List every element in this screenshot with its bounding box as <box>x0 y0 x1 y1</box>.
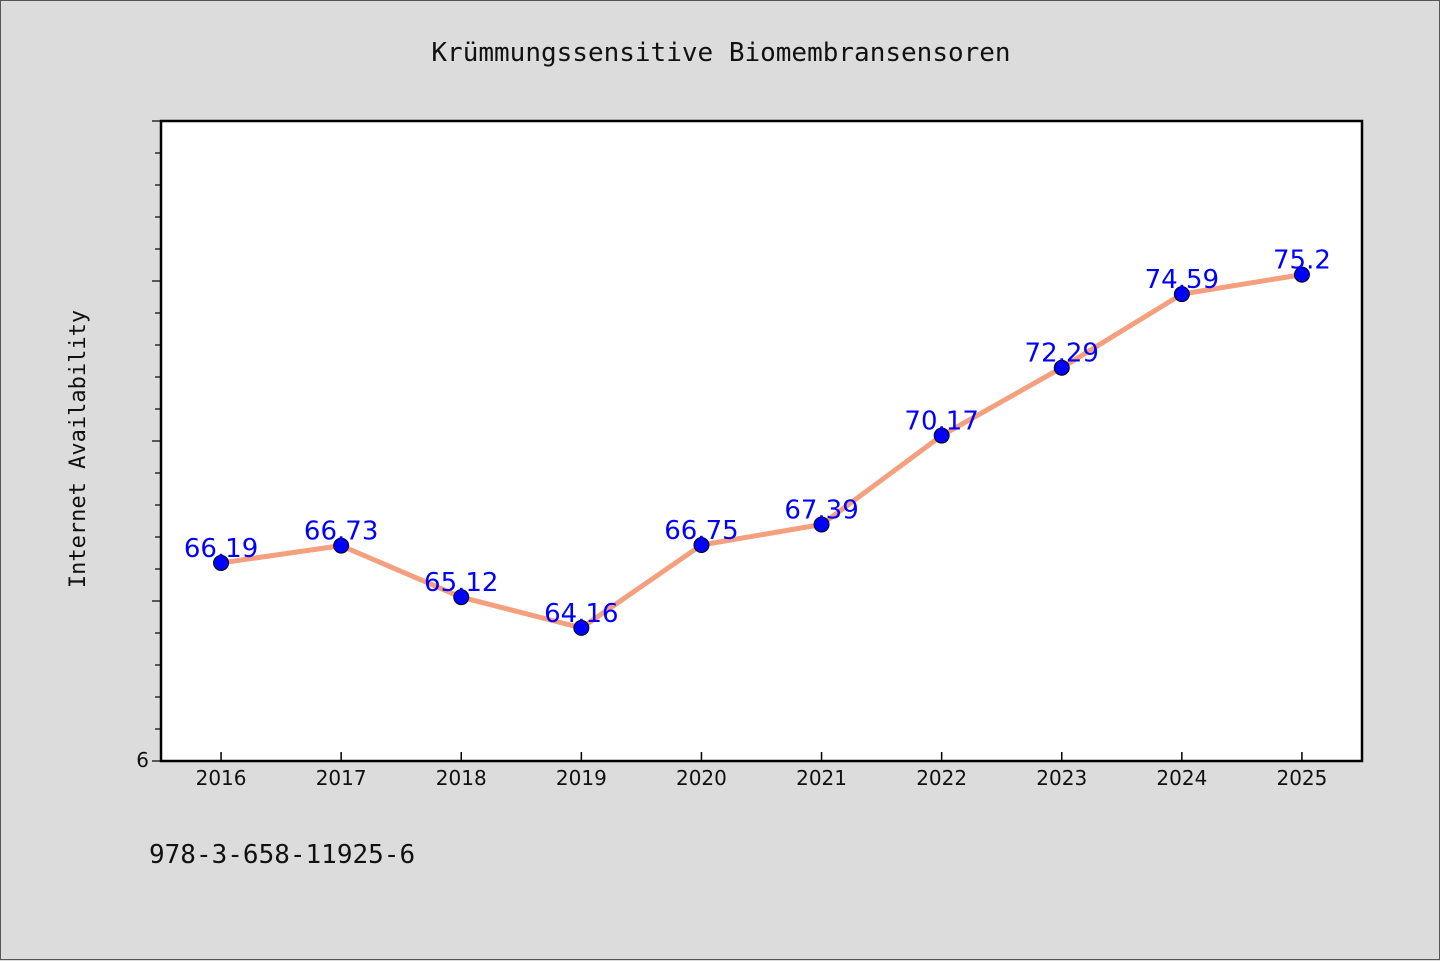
data-label: 65.12 <box>424 568 498 598</box>
y-tick-label: 6 <box>136 748 149 772</box>
data-label: 74.59 <box>1145 265 1219 295</box>
data-labels: 66.19 66.73 65.12 64.16 66.75 67.39 70.17 72.29… <box>184 246 1331 629</box>
x-tick-label: 2025 <box>1276 766 1327 790</box>
data-point <box>693 537 710 553</box>
data-point <box>333 537 350 554</box>
data-point <box>213 554 230 571</box>
x-tick-label: 2018 <box>436 766 487 790</box>
data-point <box>1173 286 1190 303</box>
data-point <box>453 589 470 606</box>
data-label: 72.29 <box>1025 339 1099 369</box>
data-label: 75.2 <box>1273 246 1331 276</box>
x-tick-label: 2021 <box>796 766 847 790</box>
chart-title: Krümmungssensitive Biomembransensoren <box>431 38 1010 68</box>
data-label: 64.16 <box>544 599 618 629</box>
data-point <box>1293 266 1310 283</box>
x-axis-ticks: 2016 2017 2018 2019 2020 2021 2022 2023 2024 2025 <box>196 752 1327 790</box>
x-tick-label: 2016 <box>196 766 247 790</box>
x-tick-label: 2024 <box>1156 766 1207 790</box>
data-point <box>1053 359 1070 376</box>
x-tick-label: 2023 <box>1036 766 1087 790</box>
x-tick-label: 2020 <box>676 766 727 790</box>
data-label: 70.17 <box>904 407 978 437</box>
plot-area <box>159 119 1364 763</box>
data-point <box>933 427 950 444</box>
data-markers <box>213 266 1310 636</box>
data-label: 66.75 <box>664 516 738 546</box>
data-label: 67.39 <box>784 496 858 526</box>
y-axis-label: Internet Availability <box>66 310 91 588</box>
x-tick-label: 2019 <box>556 766 607 790</box>
data-point <box>813 516 830 533</box>
series-line <box>218 272 1305 631</box>
data-label: 66.73 <box>304 517 378 547</box>
data-label: 66.19 <box>184 534 258 564</box>
data-point <box>573 619 590 636</box>
footer-isbn: 978-3-658-11925-6 <box>149 840 415 870</box>
x-tick-label: 2017 <box>316 766 367 790</box>
y-axis-ticks: 6 <box>136 120 161 772</box>
x-tick-label: 2022 <box>916 766 967 790</box>
